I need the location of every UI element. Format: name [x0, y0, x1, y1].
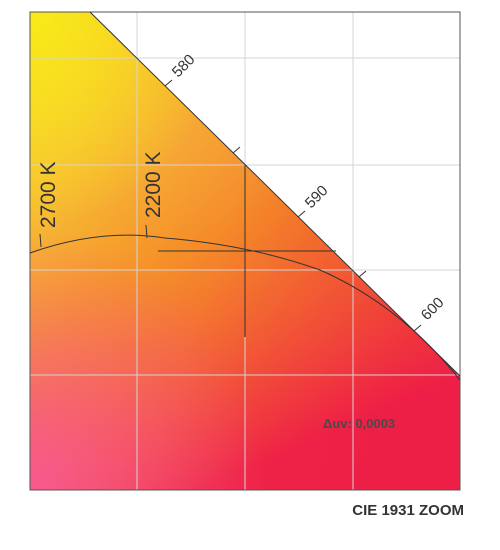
- duv-annotation: Δuv: 0,0003: [323, 416, 395, 431]
- cct-tick-2700: [39, 233, 42, 248]
- chart-title: CIE 1931 ZOOM: [352, 502, 464, 519]
- locus-tick-600: [413, 324, 422, 332]
- spectral-locus: [89, 11, 461, 377]
- locus-tick-585: [232, 146, 241, 154]
- wavelength-label-580: 580: [169, 51, 199, 81]
- cct-label-2700: 2700 K: [37, 161, 60, 228]
- wavelength-label-590: 590: [302, 182, 332, 212]
- wavelength-label-600: 600: [418, 294, 448, 324]
- cct-label-2200: 2200 K: [142, 151, 165, 218]
- locus-tick-595: [358, 270, 367, 278]
- cct-tick-2200: [145, 224, 148, 239]
- planckian-locus: [29, 234, 461, 381]
- locus-tick-580: [164, 79, 173, 87]
- locus-tick-590: [297, 210, 306, 218]
- plot-frame: [29, 11, 461, 491]
